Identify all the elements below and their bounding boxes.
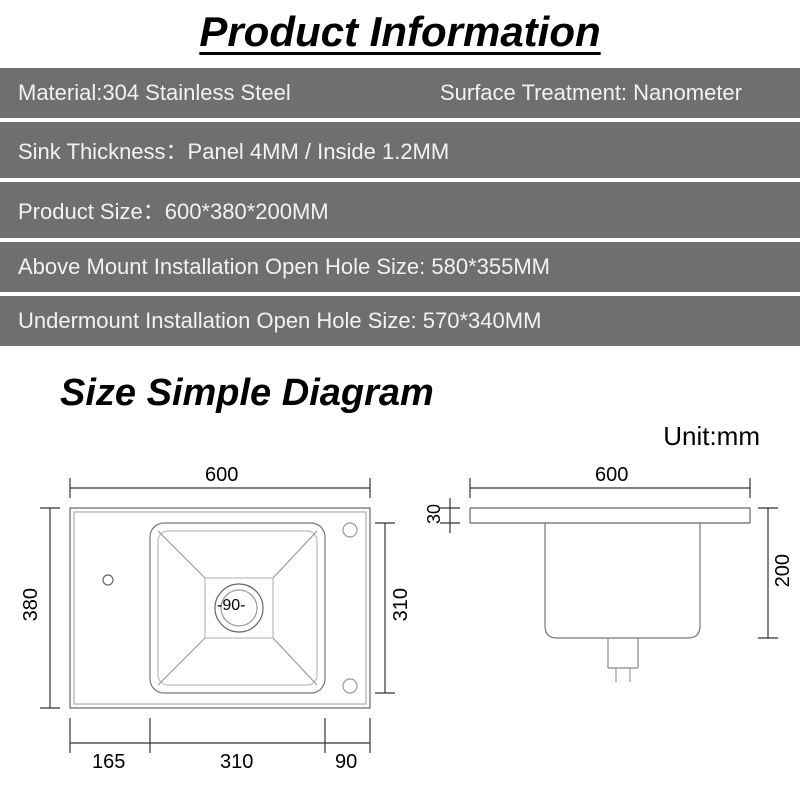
spec-row: Above Mount Installation Open Hole Size:… (0, 242, 800, 296)
spec-label: Surface Treatment: (440, 80, 627, 105)
spec-value: Panel 4MM / Inside 1.2MM (188, 139, 450, 164)
page-title: Product Information (199, 8, 600, 55)
diagram-section-title: Size Simple Diagram (0, 350, 800, 421)
drain-label: -90- (217, 597, 245, 615)
top-view-diagram: 600 380 310 -90- 165 310 90 (10, 468, 410, 788)
side-view-diagram: 600 30 200 (430, 468, 790, 788)
header: Product Information (0, 0, 800, 68)
dim-offset-right: 90 (335, 751, 357, 774)
spec-value: 580*355MM (425, 254, 550, 279)
spec-label: Sink Thickness： (18, 139, 188, 164)
dim-basin-h: 310 (390, 588, 413, 621)
dim-side-width: 600 (595, 464, 628, 487)
dim-width-top: 600 (205, 464, 238, 487)
spec-label: Undermount Installation Open Hole Size: (18, 308, 417, 333)
top-view-svg (10, 468, 410, 788)
spec-value: 600*380*200MM (165, 199, 329, 224)
spec-row: Sink Thickness：Panel 4MM / Inside 1.2MM (0, 122, 800, 182)
diagrams-container: 600 380 310 -90- 165 310 90 (0, 458, 800, 788)
spec-label: Above Mount Installation Open Hole Size: (18, 254, 425, 279)
spec-value: 304 Stainless Steel (102, 80, 290, 105)
spec-label: Material: (18, 80, 102, 105)
dim-height-left: 380 (20, 588, 43, 621)
spec-row: Material:304 Stainless Steel Surface Tre… (0, 68, 800, 122)
unit-label: Unit:mm (0, 421, 800, 458)
dim-depth: 200 (772, 554, 795, 587)
spec-value: Nanometer (627, 80, 742, 105)
spec-row: Product Size：600*380*200MM (0, 182, 800, 242)
spec-row: Undermount Installation Open Hole Size: … (0, 296, 800, 350)
side-view-svg (430, 468, 790, 788)
spec-table: Material:304 Stainless Steel Surface Tre… (0, 68, 800, 350)
dim-offset-left: 165 (92, 751, 125, 774)
spec-value: 570*340MM (417, 308, 542, 333)
spec-label: Product Size： (18, 199, 165, 224)
dim-basin-w: 310 (220, 751, 253, 774)
dim-rim: 30 (424, 504, 445, 524)
